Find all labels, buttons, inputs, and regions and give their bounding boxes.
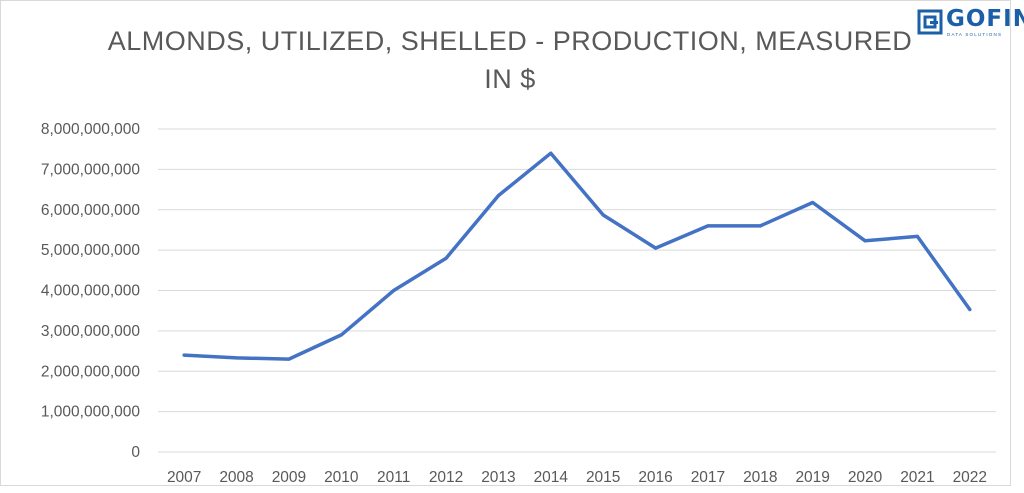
x-tick-label: 2011 [377,469,410,486]
x-tick-label: 2022 [953,469,987,486]
data-point [811,200,815,204]
y-tick-label: 4,000,000,000 [41,283,141,300]
line-chart: 0 1,000,000,000 2,000,000,000 3,000,000,000… [41,121,996,486]
data-point [915,234,919,238]
chart-title-line-2: IN $ [484,64,536,94]
data-point [758,224,762,228]
gofin-logo-icon [917,9,943,35]
y-tick-label: 5,000,000,000 [41,242,141,259]
y-axis-tick-labels: 0 1,000,000,000 2,000,000,000 3,000,000,000… [41,121,141,461]
x-tick-label: 2015 [586,469,620,486]
data-point [287,357,291,361]
data-point [863,239,867,243]
x-axis-tick-labels: 2007 2008 2009 2010 2011 2012 2013 2014 2015 2016… [167,469,987,486]
gofin-logo: GOFIN DATA SOLUTIONS [916,6,1024,40]
data-point [444,256,448,260]
x-tick-label: 2013 [481,469,515,486]
x-tick-label: 2012 [429,469,463,486]
y-tick-label: 2,000,000,000 [41,363,141,380]
gofin-logo-wordmark: GOFIN [946,6,1024,32]
x-tick-label: 2007 [167,469,201,486]
data-point [654,246,658,250]
data-point [182,353,186,357]
series-line-layer [182,151,972,361]
chart-title: ALMONDS, UTILIZED, SHELLED - PRODUCTION,… [100,22,920,98]
y-tick-label: 1,000,000,000 [41,404,141,421]
x-tick-label: 2021 [900,469,934,486]
x-tick-label: 2018 [743,469,777,486]
data-point [235,356,239,360]
y-tick-label: 3,000,000,000 [41,323,141,340]
x-tick-label: 2019 [795,469,829,486]
x-tick-label: 2014 [534,469,569,486]
data-point [706,224,710,228]
chart-area [0,0,1011,486]
data-point [601,213,605,217]
x-tick-label: 2010 [324,469,359,486]
y-tick-label: 7,000,000,000 [41,161,141,178]
x-tick-label: 2016 [638,469,672,486]
y-tick-label: 8,000,000,000 [41,121,141,138]
series-line [182,151,972,361]
chart-title-line-1: ALMONDS, UTILIZED, SHELLED - PRODUCTION,… [107,26,913,56]
data-point [496,194,500,198]
data-point [392,289,396,292]
data-point [549,151,553,155]
x-tick-label: 2020 [848,469,883,486]
x-tick-label: 2017 [691,469,725,486]
gridlines [158,128,996,453]
y-tick-label: 0 [131,444,140,461]
data-point [968,307,972,311]
gofin-logo-tagline: DATA SOLUTIONS [947,32,1003,37]
x-tick-label: 2008 [219,469,253,486]
data-point [339,333,343,337]
y-tick-label: 6,000,000,000 [41,202,141,219]
x-tick-label: 2009 [272,469,306,486]
